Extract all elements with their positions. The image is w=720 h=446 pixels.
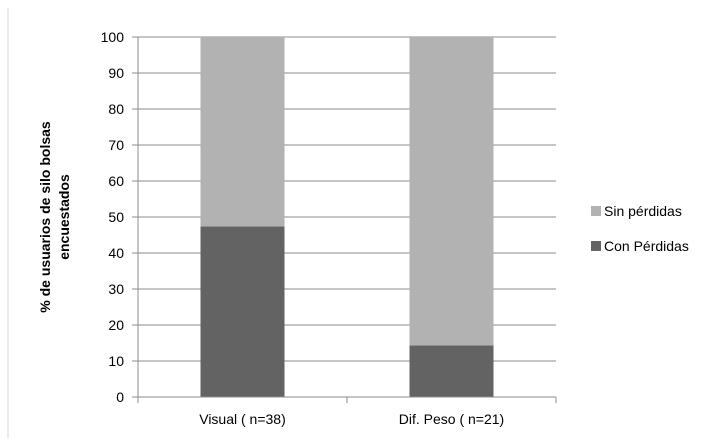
y-tick-label: 0 [116,389,124,405]
legend-swatch [591,206,601,216]
bars [200,37,494,397]
y-tick-label: 80 [108,101,124,117]
y-tick-label: 90 [108,65,124,81]
y-axis-title-line-1: % de usuarios de silo bolsas [37,121,53,313]
y-tick-label: 20 [108,317,124,333]
x-tick-label: Dif. Peso ( n=21) [399,411,504,427]
bar-segment [200,37,285,227]
y-tick-label: 60 [108,173,124,189]
legend-label: Con Pérdidas [604,238,689,254]
axes: 0 10 20 30 40 50 60 70 80 90 100 Visual ( n=38) Dif.… [101,29,557,427]
y-tick-label: 100 [101,29,125,45]
legend: Sin pérdidas Con Pérdidas [591,203,689,254]
legend-label: Sin pérdidas [604,203,682,219]
y-tick-label: 10 [108,353,124,369]
y-axis-title-line-2: encuestados [56,174,72,260]
legend-swatch [591,241,601,251]
y-tick-label: 30 [108,281,124,297]
x-tick-label: Visual ( n=38) [199,411,286,427]
y-axis-title: % de usuarios de silo bolsas encuestados [37,121,72,313]
y-tick-label: 50 [108,209,124,225]
y-tick-label: 70 [108,137,124,153]
bar-segment [409,37,494,346]
y-tick-label: 40 [108,245,124,261]
bar-segment [409,345,494,397]
bar-segment [200,226,285,397]
